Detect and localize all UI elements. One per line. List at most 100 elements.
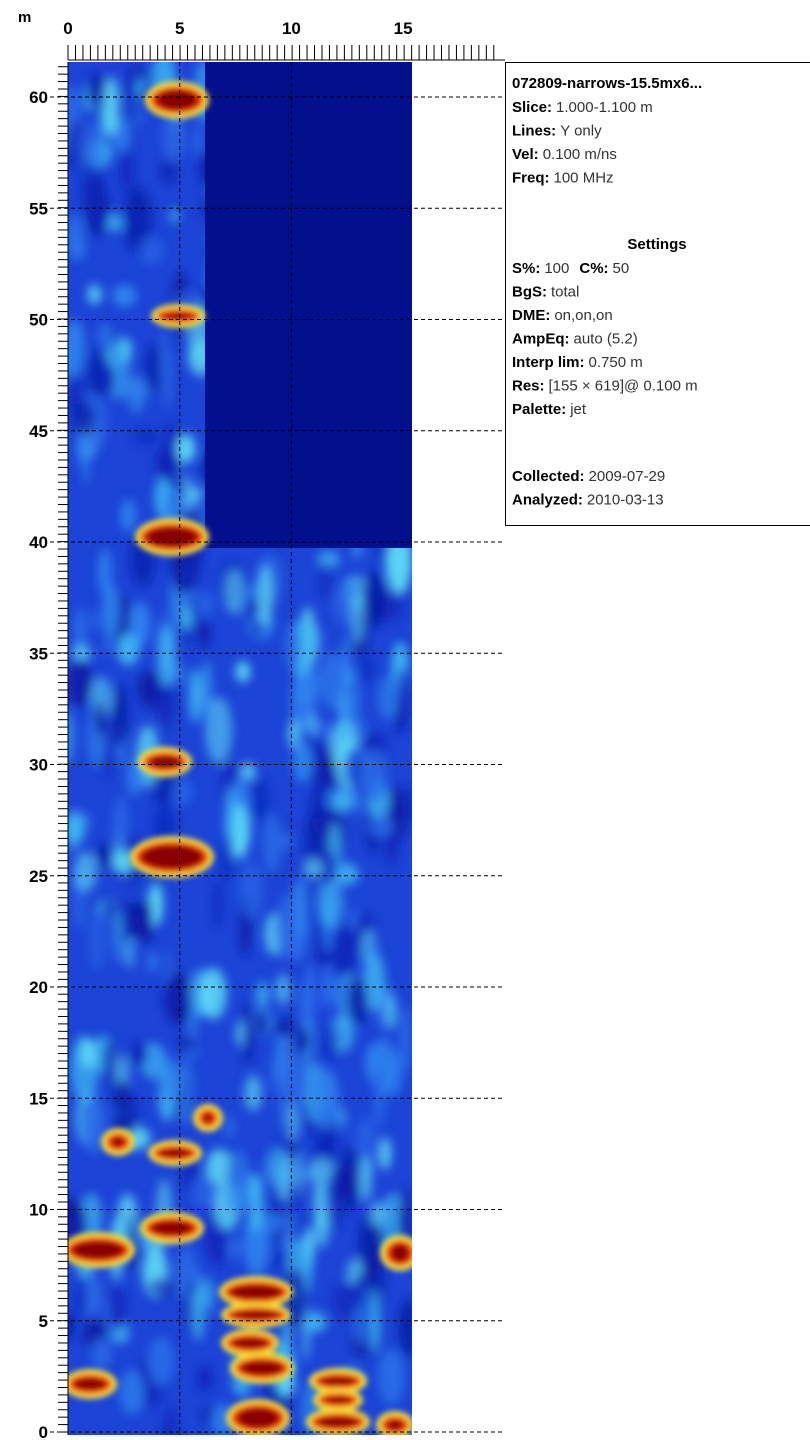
texture-patch: [147, 1336, 175, 1386]
texture-patch: [369, 1201, 385, 1228]
info-label: Freq:: [512, 170, 550, 187]
info-value: auto (5.2): [574, 331, 638, 348]
anomaly-core: [141, 845, 203, 869]
texture-patch: [359, 1156, 372, 1202]
info-label: S%:: [512, 260, 540, 277]
y-tick-label: 20: [29, 978, 48, 997]
texture-patch: [225, 1149, 250, 1217]
texture-patch: [227, 1235, 240, 1260]
texture-patch: [68, 1312, 75, 1340]
texture-patch: [316, 550, 340, 569]
texture-patch: [319, 651, 347, 710]
texture-patch: [284, 622, 301, 671]
texture-patch: [147, 1277, 175, 1297]
texture-patch: [320, 561, 331, 603]
info-line: DME: on,on,on: [512, 307, 613, 324]
rulers: [58, 45, 505, 1435]
texture-patch: [355, 718, 366, 743]
settings-heading: Settings: [627, 236, 686, 253]
texture-patch: [103, 76, 120, 137]
texture-patch: [203, 666, 212, 729]
texture-patch: [95, 842, 115, 870]
texture-patch: [307, 1157, 336, 1183]
info-label: AmpEq:: [512, 331, 570, 348]
texture-patch: [248, 1173, 263, 1233]
info-value: total: [551, 284, 579, 301]
texture-patch: [164, 1406, 177, 1435]
y-tick-label: 45: [29, 422, 48, 441]
texture-patch: [193, 125, 204, 157]
texture-patch: [68, 214, 84, 262]
texture-patch: [120, 499, 137, 532]
info-value: 1.000-1.100 m: [556, 99, 653, 116]
anomaly-core: [72, 1241, 124, 1259]
texture-patch: [103, 638, 113, 655]
texture-patch: [350, 589, 365, 644]
texture-patch: [283, 1052, 308, 1105]
texture-patch: [124, 186, 152, 255]
anomaly-core: [230, 1285, 282, 1299]
texture-patch: [68, 658, 94, 708]
texture-patch: [287, 1102, 299, 1141]
texture-patch: [330, 925, 359, 976]
info-line: Vel: 0.100 m/ns: [512, 146, 617, 163]
texture-patch: [337, 1107, 347, 1130]
texture-patch: [79, 1038, 96, 1069]
texture-patch: [249, 777, 270, 823]
texture-patch: [97, 548, 112, 596]
texture-patch: [220, 833, 233, 883]
texture-patch: [199, 619, 210, 648]
texture-patch: [368, 940, 378, 959]
info-line: AmpEq: auto (5.2): [512, 331, 638, 348]
texture-patch: [112, 682, 128, 748]
info-value: jet: [569, 401, 587, 418]
texture-patch: [272, 1017, 295, 1037]
texture-patch: [321, 1022, 338, 1062]
texture-patch: [225, 1114, 234, 1140]
y-tick-label: 10: [29, 1201, 48, 1220]
texture-patch: [354, 1115, 378, 1180]
info-line: Freq: 100 MHz: [512, 170, 614, 187]
anomaly-core: [156, 90, 198, 110]
anomaly-core: [159, 1149, 191, 1157]
anomaly-core: [162, 313, 194, 319]
texture-patch: [197, 1278, 216, 1308]
texture-patch: [164, 423, 180, 451]
texture-patch: [77, 122, 104, 179]
texture-patch: [161, 158, 176, 185]
x-tick-label: 0: [63, 19, 72, 38]
texture-patch: [87, 906, 107, 972]
texture-patch: [255, 1010, 267, 1036]
info-label: Palette:: [512, 401, 566, 418]
texture-patch: [339, 691, 350, 738]
y-tick-label: 15: [29, 1089, 48, 1108]
texture-patch: [235, 1020, 244, 1047]
texture-patch: [87, 73, 107, 108]
texture-patch: [223, 569, 246, 615]
info-line: S%: 100 C%: 50: [512, 260, 629, 277]
y-tick-label: 35: [29, 644, 48, 663]
texture-patch: [298, 981, 310, 1026]
texture-patch: [257, 565, 274, 626]
texture-patch: [320, 963, 334, 1010]
info-value: 50: [613, 260, 630, 277]
texture-patch: [197, 590, 214, 617]
texture-patch: [275, 1021, 287, 1084]
texture-patch: [262, 812, 282, 874]
texture-patch: [126, 757, 145, 797]
grid: [50, 62, 505, 1435]
texture-patch: [307, 734, 329, 788]
info-value: 2009-07-29: [589, 468, 666, 485]
texture-patch: [405, 784, 412, 826]
texture-patch: [360, 655, 375, 683]
texture-patch: [76, 1277, 87, 1320]
texture-patch: [213, 880, 222, 929]
info-label: Interp lim:: [512, 354, 585, 371]
anomaly-core: [149, 756, 181, 768]
texture-patch: [101, 1039, 117, 1088]
anomaly-core: [151, 1221, 193, 1235]
texture-patch: [243, 1075, 263, 1112]
texture-patch: [81, 1091, 107, 1155]
texture-patch: [106, 213, 123, 232]
